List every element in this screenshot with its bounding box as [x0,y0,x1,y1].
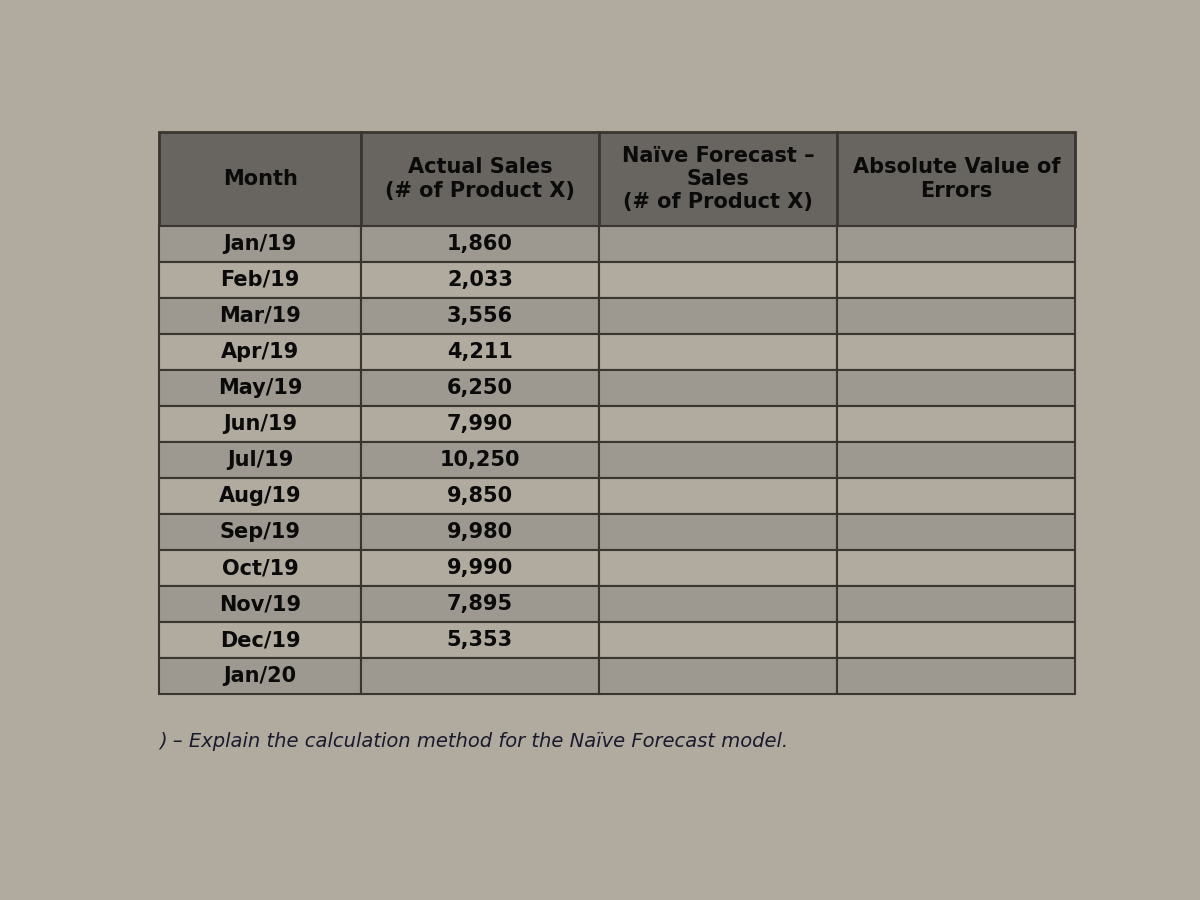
Bar [160,132,361,226]
Bar [160,262,361,298]
Bar [160,478,361,514]
Text: Aug/19: Aug/19 [218,486,301,506]
Bar [599,586,838,622]
Bar [160,370,361,406]
Bar [599,514,838,550]
Bar [599,406,838,442]
Bar [361,334,599,370]
Bar [361,298,599,334]
Text: 3,556: 3,556 [446,306,512,326]
Text: May/19: May/19 [218,378,302,398]
Text: Jul/19: Jul/19 [227,450,293,470]
Bar [838,586,1075,622]
Bar [838,658,1075,694]
Bar [838,442,1075,478]
Bar [838,262,1075,298]
Bar [361,262,599,298]
Text: Absolute Value of
Errors: Absolute Value of Errors [852,158,1060,201]
Bar [361,658,599,694]
Bar [838,406,1075,442]
Bar [599,262,838,298]
Bar [160,658,361,694]
Text: Actual Sales
(# of Product X): Actual Sales (# of Product X) [385,158,575,201]
Bar [160,622,361,658]
Bar [361,478,599,514]
Bar [838,514,1075,550]
Bar [838,550,1075,586]
Bar [361,514,599,550]
Bar [838,370,1075,406]
Text: Jan/19: Jan/19 [223,234,296,254]
Bar [599,550,838,586]
Bar [361,586,599,622]
Text: 6,250: 6,250 [446,378,512,398]
Text: 1,860: 1,860 [446,234,512,254]
Bar [599,334,838,370]
Text: Apr/19: Apr/19 [221,342,299,362]
Bar [599,622,838,658]
Bar [361,622,599,658]
Text: 9,990: 9,990 [446,558,514,578]
Bar [361,406,599,442]
Text: 4,211: 4,211 [446,342,512,362]
Bar [599,442,838,478]
Text: 2,033: 2,033 [446,270,512,290]
Text: Sep/19: Sep/19 [220,522,300,542]
Text: 5,353: 5,353 [446,630,512,650]
Text: Mar/19: Mar/19 [220,306,301,326]
Text: Dec/19: Dec/19 [220,630,300,650]
Bar [361,226,599,262]
Bar [160,550,361,586]
Bar [160,226,361,262]
Bar [599,478,838,514]
Text: Nov/19: Nov/19 [220,594,301,614]
Text: Feb/19: Feb/19 [221,270,300,290]
Bar [361,370,599,406]
Bar [838,132,1075,226]
Bar [838,334,1075,370]
Bar [361,550,599,586]
Text: Naïve Forecast –
Sales
(# of Product X): Naïve Forecast – Sales (# of Product X) [622,146,815,212]
Bar [599,658,838,694]
Text: Jan/20: Jan/20 [223,666,296,687]
Text: Oct/19: Oct/19 [222,558,299,578]
Bar [361,442,599,478]
Bar [160,514,361,550]
Bar [838,478,1075,514]
Text: 9,850: 9,850 [446,486,512,506]
Bar [160,298,361,334]
Bar [838,226,1075,262]
Bar [361,132,599,226]
Bar [160,334,361,370]
Bar [160,442,361,478]
Text: Month: Month [223,169,298,189]
Text: 9,980: 9,980 [446,522,512,542]
Bar [838,622,1075,658]
Text: 10,250: 10,250 [439,450,520,470]
Text: Jun/19: Jun/19 [223,414,298,434]
Bar [599,132,838,226]
Bar [599,298,838,334]
Bar [838,298,1075,334]
Bar [599,226,838,262]
Bar [160,406,361,442]
Bar [160,586,361,622]
Text: 7,990: 7,990 [446,414,512,434]
Text: ) – Explain the calculation method for the Naïve Forecast model.: ) – Explain the calculation method for t… [160,733,788,751]
Bar [599,370,838,406]
Text: 7,895: 7,895 [446,594,512,614]
